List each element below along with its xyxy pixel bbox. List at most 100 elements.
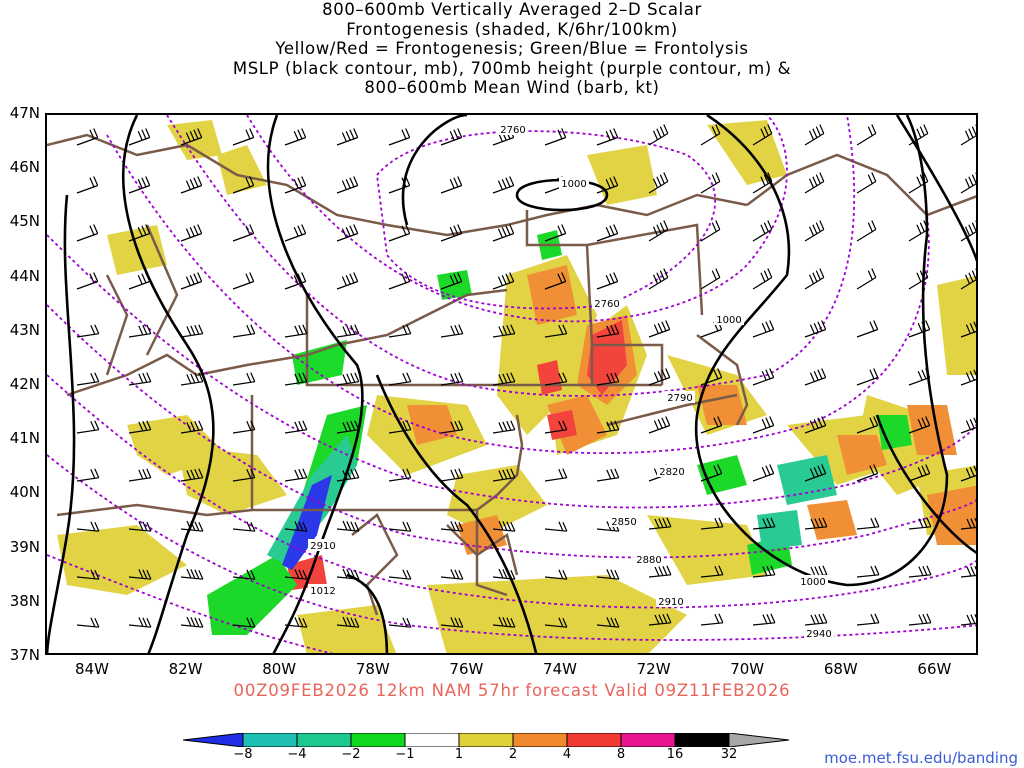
longitude-label: 68W <box>823 660 858 678</box>
colorbar-cell <box>674 733 730 747</box>
wind-barb <box>648 172 669 194</box>
colorbar <box>183 733 790 747</box>
wind-barb <box>752 368 775 386</box>
wind-barb <box>440 468 464 482</box>
wind-barb <box>232 420 256 434</box>
colorbar-tick-label: 32 <box>720 747 738 762</box>
wind-barb <box>804 320 827 338</box>
wind-barb <box>752 220 773 242</box>
wind-barb <box>128 128 151 146</box>
wind-barb <box>388 372 412 386</box>
wind-barb <box>388 272 411 290</box>
wind-barb <box>336 468 360 482</box>
wind-barb <box>440 128 463 146</box>
wind-barb <box>76 272 99 290</box>
wind-barb <box>284 420 308 434</box>
wind-barb <box>544 372 568 386</box>
wind-barb <box>492 420 516 434</box>
colorbar-tick-label: 1 <box>454 747 464 762</box>
wind-barb <box>336 224 359 242</box>
colorbar-cell <box>350 733 406 747</box>
height-label: 2910 <box>658 597 683 608</box>
wind-barb <box>960 268 976 290</box>
wind-barb <box>232 176 255 194</box>
wind-barb <box>856 220 877 242</box>
longitude-label: 66W <box>917 660 952 678</box>
wind-barb <box>336 128 359 146</box>
wind-barb <box>700 124 721 146</box>
wind-barb <box>440 521 464 532</box>
wind-barb <box>76 420 100 434</box>
wind-barb <box>648 416 671 434</box>
wind-barb <box>596 569 620 580</box>
wind-barb <box>180 520 204 532</box>
longitude-label: 78W <box>355 660 390 678</box>
wind-barb <box>232 272 255 290</box>
latitude-label: 41N <box>9 429 40 448</box>
wind-barb <box>908 268 929 290</box>
wind-barb <box>908 613 932 626</box>
wind-barb <box>76 176 99 194</box>
latitude-label: 38N <box>9 591 40 610</box>
wind-barb <box>128 468 152 482</box>
wind-barb <box>752 320 775 338</box>
wind-barb <box>232 324 256 338</box>
wind-barb <box>128 272 151 290</box>
wind-barb <box>492 272 515 290</box>
wind-barb <box>596 176 619 194</box>
wind-barb <box>700 464 723 482</box>
wind-barb <box>440 272 463 290</box>
title-line-3: Yellow/Red = Frontogenesis; Green/Blue =… <box>275 39 749 58</box>
wind-barb <box>544 521 568 532</box>
wind-barb <box>284 372 308 386</box>
wind-barb <box>908 320 931 338</box>
wind-barb <box>908 416 931 434</box>
wind-barb <box>960 172 976 194</box>
height-label: 2940 <box>806 629 831 640</box>
wind-barb <box>128 324 152 338</box>
wind-barb <box>908 464 931 482</box>
wind-barb <box>856 517 880 530</box>
wind-barb <box>128 372 152 386</box>
latitude-label: 47N <box>9 104 40 122</box>
wind-barb <box>752 124 773 146</box>
wind-barb <box>440 372 464 386</box>
wind-barb <box>960 417 976 434</box>
wind-barb <box>648 220 669 242</box>
contour-labels: 2760 2760 2790 2820 2850 2880 2910 2910 … <box>308 123 834 640</box>
height-label: 2820 <box>659 467 684 478</box>
wind-barb <box>700 172 721 194</box>
wind-barb <box>596 372 620 386</box>
wind-barb <box>492 324 516 338</box>
wind-barb <box>648 613 672 626</box>
wind-barb <box>960 220 976 242</box>
wind-barb <box>336 272 359 290</box>
wind-barb <box>232 128 255 146</box>
forecast-valid-time: 00Z09FEB2026 12km NAM 57hr forecast Vali… <box>233 681 791 700</box>
wind-barb <box>180 128 203 146</box>
source-url[interactable]: moe.met.fsu.edu/banding <box>824 749 1018 767</box>
wind-barb <box>336 324 360 338</box>
colorbar-cell <box>404 733 460 747</box>
wind-barb <box>752 464 775 482</box>
wind-barb <box>180 372 204 386</box>
wind-barb <box>700 368 723 386</box>
wind-barb <box>180 568 204 580</box>
wind-barb <box>804 464 827 482</box>
wind-barb <box>388 617 412 628</box>
wind-barb <box>856 565 880 578</box>
wind-barb <box>596 617 620 628</box>
wind-barb <box>76 521 100 532</box>
wind-barb <box>648 268 669 290</box>
map-canvas: 2760 2760 2790 2820 2850 2880 2910 2910 … <box>47 115 976 653</box>
wind-barb <box>180 224 203 242</box>
wind-barb <box>596 420 620 434</box>
wind-barb <box>908 565 932 578</box>
longitude-label: 74W <box>543 660 577 678</box>
wind-barb <box>232 468 256 482</box>
wind-barb <box>492 520 516 532</box>
wind-barb <box>388 324 412 338</box>
wind-barb <box>232 617 256 628</box>
wind-barb <box>648 517 672 530</box>
wind-barb <box>752 565 776 578</box>
